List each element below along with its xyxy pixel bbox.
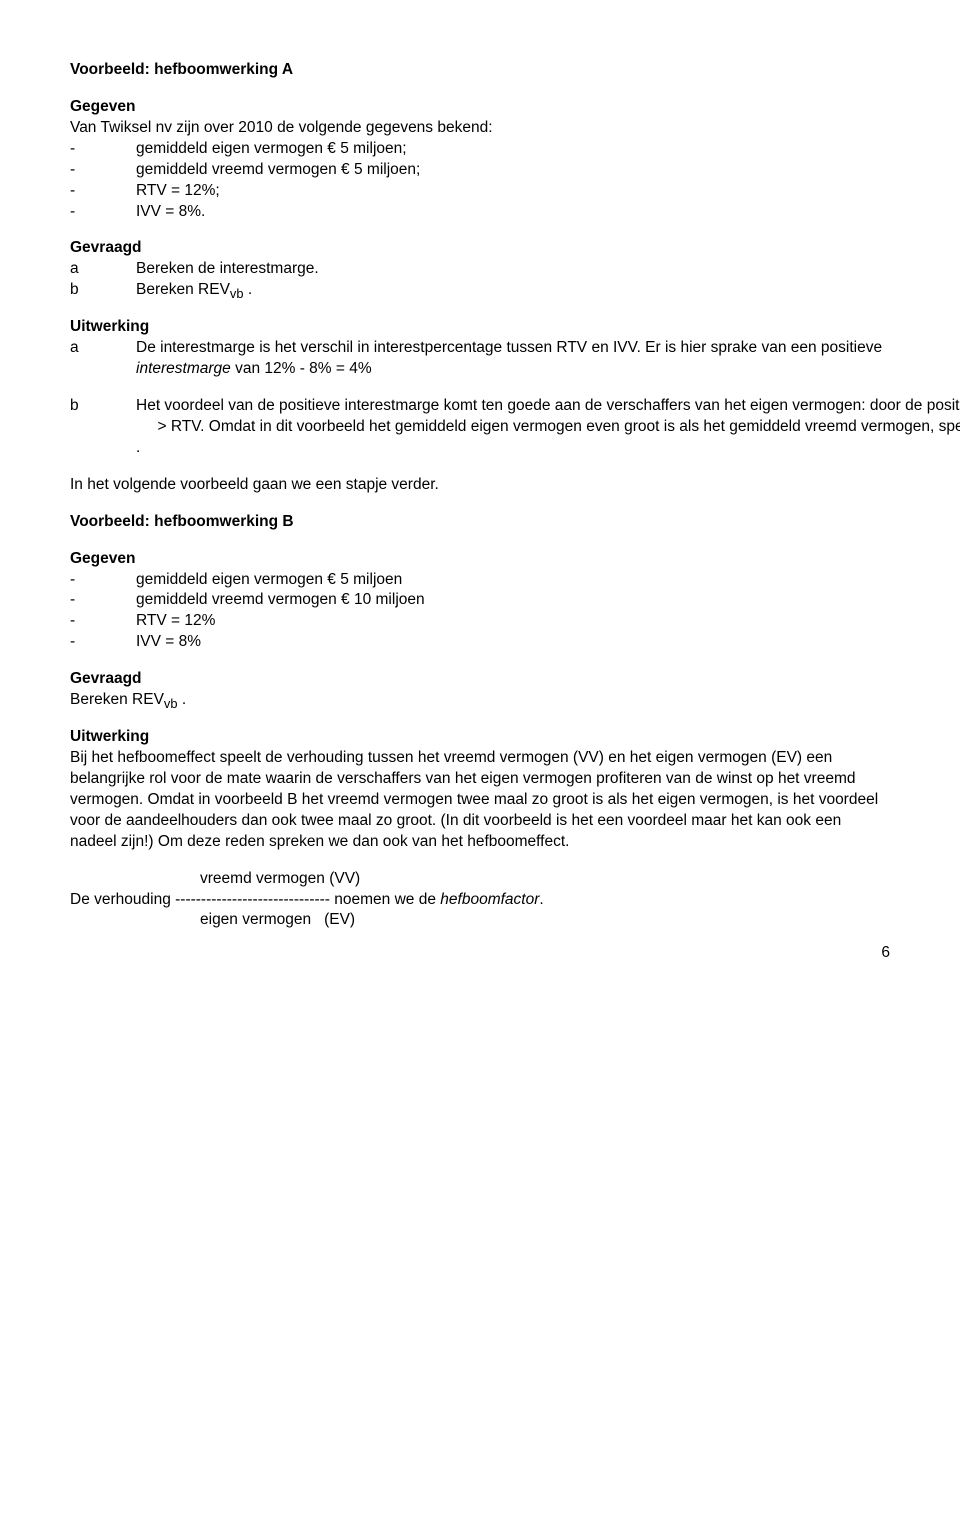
gegeven-a-item: gemiddeld eigen vermogen € 5 miljoen; [136, 139, 890, 160]
text: Bereken REV [136, 281, 230, 298]
uitwerking-a-heading: Uitwerking [70, 317, 890, 338]
gegeven-a-item: IVV = 8%. [136, 202, 890, 223]
dash-marker: - [70, 202, 136, 223]
text: De verhouding --------------------------… [70, 891, 440, 908]
gevraagd-a-heading: Gevraagd [70, 238, 890, 259]
label-a: a [70, 338, 136, 380]
gegeven-a-item: RTV = 12%; [136, 181, 890, 202]
italic-text: interestmarge [136, 360, 231, 377]
example-a-title: Voorbeeld: hefboomwerking A [70, 60, 890, 81]
text: . [244, 281, 253, 298]
text: De interestmarge is het verschil in inte… [136, 339, 882, 356]
gevraagd-a-a: Bereken de interestmarge. [136, 259, 890, 280]
label-a: a [70, 259, 136, 280]
fraction-denominator: eigen vermogen (EV) [70, 910, 890, 931]
subscript: vb [230, 286, 244, 301]
dash-marker: - [70, 590, 136, 611]
uitwerking-a-a: De interestmarge is het verschil in inte… [136, 338, 890, 380]
dash-marker: - [70, 570, 136, 591]
text: > RTV. Omdat in dit voorbeeld het gemidd… [136, 418, 960, 435]
text: . [539, 891, 543, 908]
fraction-numerator: vreemd vermogen (VV) [70, 869, 890, 890]
transition-text: In het volgende voorbeeld gaan we een st… [70, 475, 890, 496]
dash-marker: - [70, 611, 136, 632]
gegeven-a-heading: Gegeven [70, 97, 890, 118]
example-b-title: Voorbeeld: hefboomwerking B [70, 512, 890, 533]
gegeven-a-item: gemiddeld vreemd vermogen € 5 miljoen; [136, 160, 890, 181]
gegeven-b-item: RTV = 12% [136, 611, 890, 632]
fraction-block: vreemd vermogen (VV) De verhouding -----… [70, 869, 890, 932]
label-b: b [70, 280, 136, 301]
page-number: 6 [70, 943, 890, 964]
text: Bereken REV [70, 691, 164, 708]
gegeven-b-item: gemiddeld eigen vermogen € 5 miljoen [136, 570, 890, 591]
text: van 12% - 8% = 4% [231, 360, 372, 377]
text: . [178, 691, 187, 708]
uitwerking-b-heading: Uitwerking [70, 727, 890, 748]
gegeven-b-item: gemiddeld vreemd vermogen € 10 miljoen [136, 590, 890, 611]
text: . [136, 439, 140, 456]
label-b: b [70, 396, 136, 459]
dash-marker: - [70, 632, 136, 653]
gevraagd-a-b: Bereken REVvb . [136, 280, 890, 301]
dash-marker: - [70, 181, 136, 202]
dash-marker: - [70, 139, 136, 160]
italic-text: hefboomfactor [440, 891, 539, 908]
fraction-mid: De verhouding --------------------------… [70, 890, 890, 911]
subscript: vb [164, 696, 178, 711]
gevraagd-b-heading: Gevraagd [70, 669, 890, 690]
text: Het voordeel van de positieve interestma… [136, 397, 960, 414]
gegeven-b-item: IVV = 8% [136, 632, 890, 653]
gegeven-b-heading: Gegeven [70, 549, 890, 570]
uitwerking-b-text: Bij het hefboomeffect speelt de verhoudi… [70, 748, 890, 853]
gevraagd-b-line: Bereken REVvb . [70, 690, 890, 711]
dash-marker: - [70, 160, 136, 181]
gegeven-a-intro: Van Twiksel nv zijn over 2010 de volgend… [70, 118, 890, 139]
uitwerking-a-b: Het voordeel van de positieve interestma… [136, 396, 960, 459]
